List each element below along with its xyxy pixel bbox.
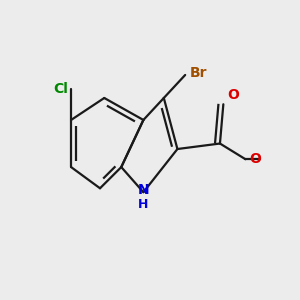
Text: Cl: Cl — [53, 82, 68, 96]
Text: O: O — [227, 88, 239, 102]
Text: Br: Br — [190, 66, 208, 80]
Text: N: N — [138, 183, 149, 197]
Text: O: O — [249, 152, 261, 166]
Text: H: H — [138, 199, 148, 212]
